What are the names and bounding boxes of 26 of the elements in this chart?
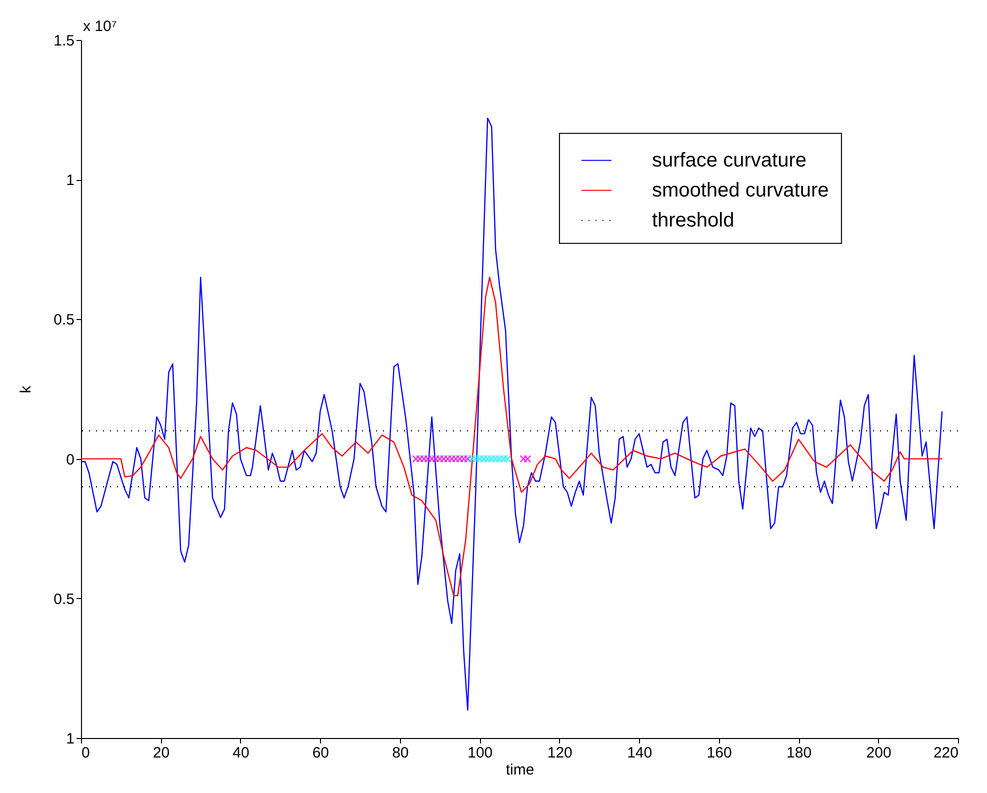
y-tick-label: 1.5 — [54, 32, 74, 50]
x-tick-label: 160 — [706, 744, 732, 762]
y-tick-label: 0.5 — [54, 312, 74, 329]
legend-label: surface curvature — [652, 149, 806, 172]
y-tick-label: 0 — [66, 451, 74, 468]
x-axis-title: time — [506, 762, 534, 778]
legend-label: threshold — [652, 209, 734, 232]
y-axis-title: k — [18, 385, 35, 394]
y-tick-label: 1 — [66, 172, 74, 190]
line-series — [80, 276, 943, 596]
x-tick-label: 0 — [82, 744, 90, 762]
x-tick-label: 60 — [312, 744, 330, 762]
x-tick-label: 180 — [786, 744, 812, 762]
legend-label: smoothed curvature — [652, 179, 829, 202]
x-tick-label: 20 — [152, 744, 170, 762]
text: x 10⁷ — [83, 18, 117, 35]
x-tick-label: 120 — [547, 744, 572, 762]
line-series — [80, 118, 943, 711]
x-tick-label: 220 — [933, 744, 958, 762]
x-tick-label: 40 — [232, 744, 250, 762]
y-tick-label: 1 — [66, 730, 74, 748]
x-tick-label: 100 — [468, 744, 493, 762]
x-tick-label: 140 — [627, 744, 652, 762]
x-tick-label: 80 — [392, 744, 409, 762]
y-tick-label: 0.5 — [54, 590, 74, 608]
x-tick-label: 200 — [866, 744, 892, 762]
